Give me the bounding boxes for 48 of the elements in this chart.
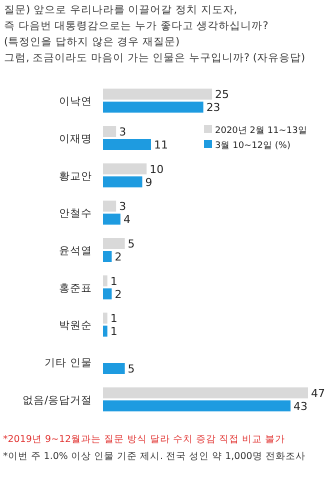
y-tick-label: 안철수 (59, 208, 92, 220)
data-label: 10 (150, 162, 164, 176)
data-label: 9 (145, 176, 152, 189)
text: *이번 주 1.0% 이상 인물 기준 제시. 전국 성인 약 1,000명 전화조사 (3, 451, 306, 462)
bar (103, 126, 116, 137)
data-label: 2 (114, 288, 122, 301)
bar (103, 163, 147, 174)
bar (103, 400, 291, 412)
bar (103, 88, 212, 100)
bar (103, 176, 142, 188)
y-tick-label: 윤석열 (59, 245, 92, 257)
bar (103, 326, 108, 337)
data-label: 1 (110, 312, 118, 326)
data-label: 5 (128, 362, 135, 376)
bar (103, 238, 125, 249)
chart-title: 질문) 앞으로 우리나라를 이끌어갈 정치 지도자, 즉 다음번 대통령감으로는 누가 좋다고 생각하십니까? (특정인을 답하지 않은 경우 재질문) 그럼, 조금이라도 마음이 가는 인물은 누구입니까? (자유응답) (4, 4, 306, 64)
bar (103, 312, 108, 324)
bar (103, 251, 112, 262)
y-tick-label: 없음/응답거절 (22, 394, 92, 406)
bar (103, 200, 116, 212)
y-tick-label: 박원순 (59, 320, 92, 332)
data-label: 11 (154, 138, 168, 152)
data-label: 1 (110, 274, 118, 288)
legend-label: 2020년 2월 11~13일 (215, 126, 307, 136)
bar (103, 275, 108, 286)
data-label: 1 (110, 325, 118, 338)
data-label: 43 (294, 400, 308, 413)
bar (103, 387, 308, 398)
data-label: 47 (311, 386, 325, 400)
data-label: 3 (119, 200, 126, 214)
bar (103, 288, 112, 300)
y-tick-label: 이재명 (59, 133, 92, 145)
legend-label: 3월 10~12일 (%) (215, 141, 290, 151)
data-label: 25 (215, 88, 230, 102)
data-label: 3 (119, 126, 126, 138)
bar (103, 363, 125, 374)
y-tick-label: 이낙연 (59, 96, 92, 108)
bar (103, 214, 120, 225)
y-tick-label: 기타 인물 (44, 357, 92, 369)
data-label: 5 (128, 238, 135, 250)
y-tick-label: 황교안 (59, 170, 92, 182)
bar (103, 102, 204, 113)
data-label: 2 (114, 250, 122, 264)
data-label: 4 (123, 213, 130, 226)
y-tick-label: 홍준표 (59, 282, 92, 294)
bar (103, 139, 151, 150)
text: *2019년 9~12월과는 질문 방식 달라 수치 증감 직접 비교 불가 (3, 434, 286, 445)
data-label: 23 (206, 101, 220, 114)
